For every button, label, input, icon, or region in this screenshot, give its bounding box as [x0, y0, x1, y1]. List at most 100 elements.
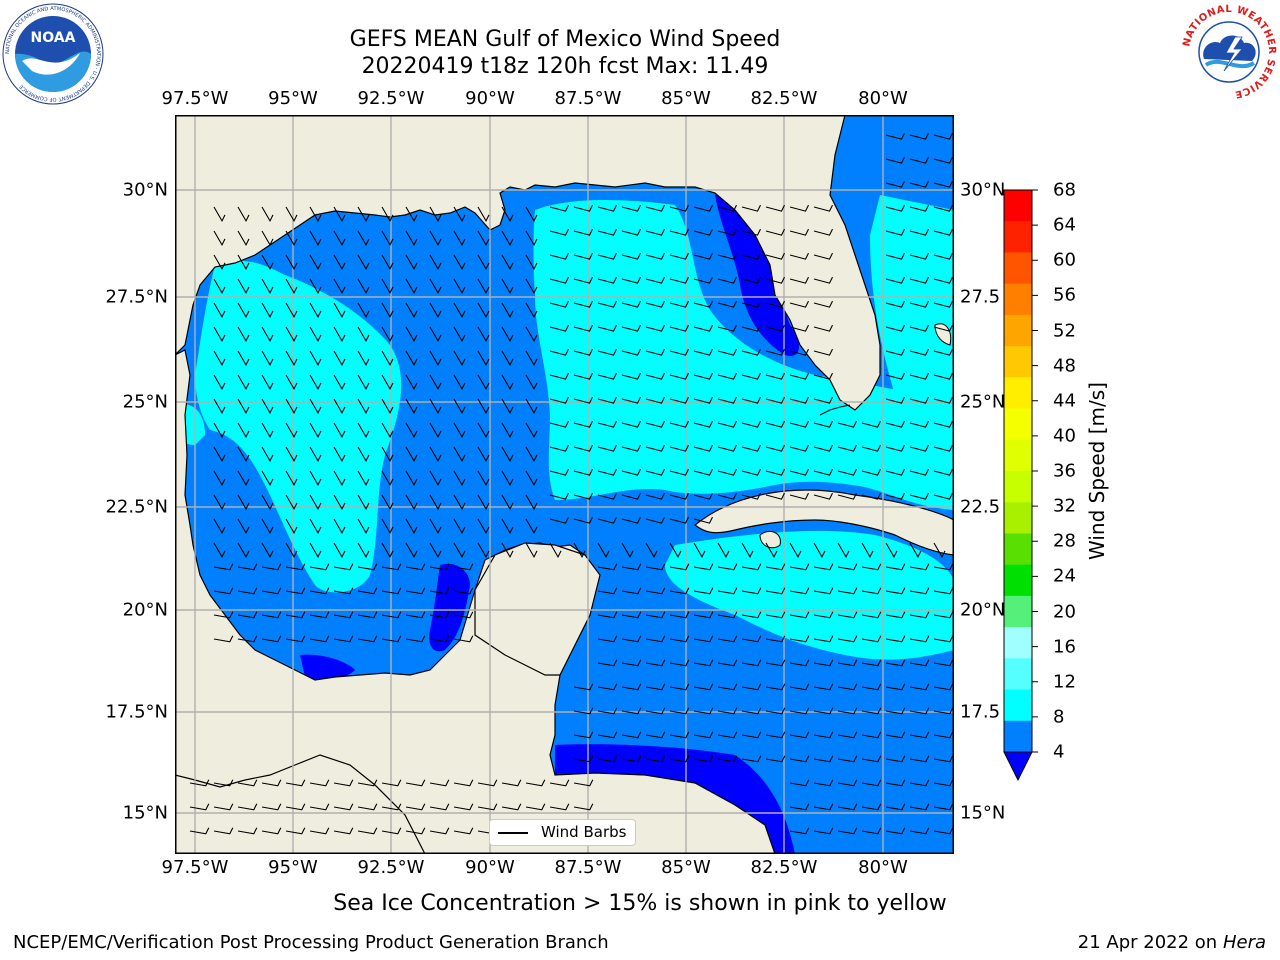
wind-barb: [741, 683, 762, 691]
wind-barb: [237, 779, 258, 787]
wind-barb: [261, 206, 274, 223]
wind-barb: [789, 348, 809, 356]
wind-barb: [909, 803, 930, 811]
wind-barb: [573, 468, 593, 476]
wind-barb: [285, 587, 306, 595]
wind-barb: [741, 587, 762, 595]
wind-barb: [717, 372, 737, 380]
wind-barb: [213, 518, 226, 535]
wind-barb: [621, 276, 641, 284]
wind-barb: [429, 542, 442, 559]
wind-barb: [381, 206, 394, 223]
wind-barb: [549, 779, 570, 787]
wind-barb: [429, 278, 442, 295]
lon-tick-bottom: 82.5°W: [750, 857, 818, 878]
wind-barb: [885, 156, 905, 164]
lat-tick-right: 22.5: [960, 496, 1001, 518]
wind-barb: [813, 396, 833, 404]
wind-barb: [501, 230, 514, 247]
wind-barb: [333, 254, 346, 271]
wind-barb: [837, 420, 857, 428]
wind-barb: [693, 396, 713, 404]
wind-barb: [429, 827, 450, 835]
colorbar-label: 24: [1053, 565, 1076, 587]
lon-tick-top: 80°W: [858, 88, 908, 109]
wind-barb: [693, 300, 713, 308]
wind-barb: [477, 326, 490, 343]
wind-barb: [621, 683, 642, 691]
wind-barb: [453, 563, 474, 571]
noaa-logo: NATIONAL OCEANIC AND ATMOSPHERIC ADMINIS…: [2, 3, 104, 105]
wind-barb: [573, 228, 593, 236]
wind-barb: [237, 587, 258, 595]
lat-tick-right: 15°N: [960, 802, 1006, 824]
wind-barb: [789, 420, 809, 428]
wind-barb: [525, 470, 538, 487]
colorbar-label: 68: [1053, 179, 1076, 201]
wind-barb: [597, 492, 617, 500]
date-stamp: 21 Apr 2022 on Hera: [1078, 932, 1266, 953]
wind-barb: [669, 372, 689, 380]
colorbar-label: 56: [1053, 284, 1076, 306]
wind-barb: [309, 803, 330, 811]
wind-barb: [597, 755, 618, 763]
wind-barb: [261, 302, 274, 319]
colorbar-segment: [1004, 439, 1032, 472]
wind-barb: [837, 683, 858, 691]
wind-barb: [309, 518, 322, 535]
wind-barb: [573, 683, 594, 691]
wind-barb: [237, 302, 250, 319]
wind-barb: [477, 206, 490, 223]
wind-barb: [837, 731, 858, 739]
wind-barb: [597, 707, 618, 715]
wind-barb: [741, 659, 762, 667]
wind-barb: [693, 683, 714, 691]
wind-barb: [933, 683, 954, 691]
wind-barb: [765, 587, 786, 595]
wind-barb: [261, 563, 282, 571]
wind-barb: [669, 252, 689, 260]
wind-barb: [453, 254, 466, 271]
wind-barb: [333, 635, 354, 643]
wind-barb: [453, 827, 474, 835]
wind-barb: [453, 206, 466, 223]
wind-barb: [573, 516, 593, 524]
wind-barb: [357, 374, 370, 391]
wind-barb: [453, 470, 466, 487]
wind-barb: [741, 228, 761, 236]
lon-tick-bottom: 87.5°W: [554, 857, 622, 878]
wind-barb: [501, 518, 514, 535]
wind-barb: [741, 563, 762, 571]
wind-barb: [453, 278, 466, 295]
wind-barb: [213, 587, 234, 595]
wind-barb: [837, 563, 858, 571]
wind-barb: [357, 635, 378, 643]
wind-barb: [237, 494, 250, 511]
wind-barb: [861, 803, 882, 811]
wind-barb: [885, 731, 906, 739]
wind-barb: [765, 204, 785, 212]
wind-barb: [597, 731, 618, 739]
wind-barb: [645, 228, 665, 236]
wind-barb: [357, 350, 370, 367]
wind-barb: [477, 398, 490, 415]
wind-barb: [645, 516, 665, 524]
wind-barb: [333, 803, 354, 811]
wind-barb: [309, 470, 322, 487]
wind-barb: [621, 635, 642, 643]
wind-barb: [549, 276, 569, 284]
date-text: 21 Apr 2022 on: [1077, 932, 1223, 953]
wind-barb: [549, 803, 570, 811]
wind-barb: [357, 587, 378, 595]
wind-barb: [909, 252, 929, 260]
wind-barb: [333, 563, 354, 571]
lon-tick-bottom: 92.5°W: [357, 857, 425, 878]
wind-barb: [789, 396, 809, 404]
wind-barb: [357, 779, 378, 787]
wind-barb: [429, 635, 450, 643]
wind-barb: [381, 470, 394, 487]
wind-barb: [885, 827, 906, 835]
wind-barb: [309, 254, 322, 271]
wind-barb: [261, 278, 274, 295]
wind-barb: [477, 470, 490, 487]
